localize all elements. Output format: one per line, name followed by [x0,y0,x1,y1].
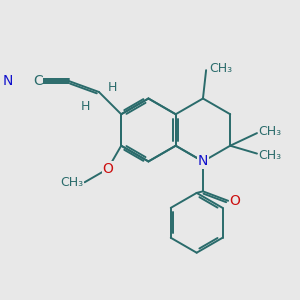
Text: C: C [33,74,43,88]
Text: CH₃: CH₃ [209,62,232,75]
Text: O: O [102,162,113,176]
Text: H: H [107,81,117,94]
Text: N: N [198,154,208,168]
Text: N: N [2,74,13,88]
Text: H: H [81,100,90,113]
Text: O: O [230,194,240,208]
Text: CH₃: CH₃ [258,148,281,161]
Text: CH₃: CH₃ [258,125,281,138]
Text: CH₃: CH₃ [60,176,83,189]
